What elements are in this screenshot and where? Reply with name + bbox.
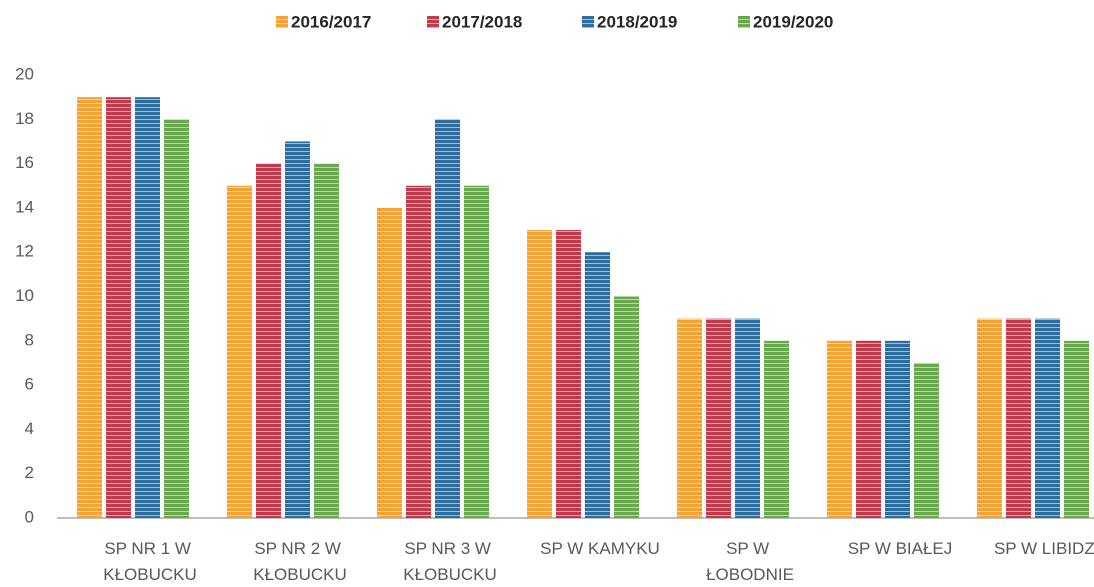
bar <box>77 97 102 519</box>
bar <box>377 207 402 518</box>
legend-swatch <box>427 16 439 28</box>
bar <box>135 97 160 519</box>
bar <box>527 230 552 519</box>
bar <box>164 119 189 519</box>
x-tick-label: SP NR 3 W KŁOBUCKU <box>403 539 497 584</box>
y-tick-label: 14 <box>15 197 34 216</box>
legend-label: 2016/2017 <box>291 12 371 31</box>
bar <box>464 185 489 518</box>
legend-label: 2018/2019 <box>597 12 677 31</box>
bar <box>885 340 910 518</box>
y-tick-label: 18 <box>15 109 34 128</box>
bar <box>256 163 281 518</box>
bar <box>677 318 702 518</box>
bar <box>585 252 610 518</box>
bar <box>556 230 581 519</box>
bar <box>706 318 731 518</box>
y-tick-label: 12 <box>15 242 34 261</box>
legend-label: 2017/2018 <box>442 12 522 31</box>
bar <box>1064 340 1089 518</box>
x-tick-label: SP W KAMYKU <box>540 539 660 558</box>
bar <box>735 318 760 518</box>
bar <box>764 340 789 518</box>
bar <box>106 97 131 519</box>
legend-swatch <box>276 16 288 28</box>
legend-label: 2019/2020 <box>753 12 833 31</box>
legend-swatch <box>738 16 750 28</box>
bar <box>914 362 939 518</box>
bar <box>1035 318 1060 518</box>
x-tick-label: SP NR 1 W KŁOBUCKU <box>103 539 197 584</box>
y-tick-label: 20 <box>15 64 34 83</box>
legend-swatch <box>582 16 594 28</box>
bar <box>285 141 310 518</box>
bar <box>227 185 252 518</box>
y-tick-label: 2 <box>25 463 34 482</box>
bar <box>435 119 460 519</box>
y-tick-label: 6 <box>25 375 34 394</box>
y-tick-label: 16 <box>15 153 34 172</box>
x-tick-label: SP W ŁOBODNIE <box>706 539 794 584</box>
y-tick-label: 4 <box>25 419 34 438</box>
bar <box>856 340 881 518</box>
bar <box>1006 318 1031 518</box>
bar <box>406 185 431 518</box>
x-tick-label: SP W BIAŁEJ <box>848 539 953 558</box>
bar <box>977 318 1002 518</box>
x-tick-label: SP NR 2 W KŁOBUCKU <box>253 539 347 584</box>
bar <box>314 163 339 518</box>
bar <box>827 340 852 518</box>
x-tick-label: SP W LIBIDZY <box>994 539 1094 558</box>
y-tick-label: 10 <box>15 286 34 305</box>
bar <box>614 296 639 518</box>
y-tick-label: 0 <box>25 507 34 526</box>
y-tick-label: 8 <box>25 330 34 349</box>
